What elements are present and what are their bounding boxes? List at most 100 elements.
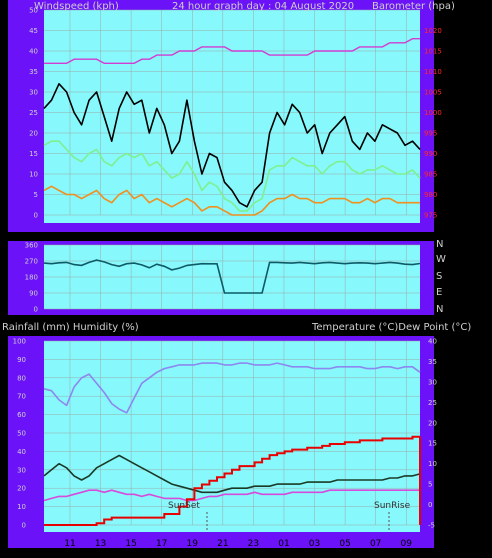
series-gust — [43, 83, 421, 208]
barometer-y-tick: 990 — [424, 150, 437, 158]
wind-x-tick: 17 — [156, 232, 167, 242]
humidity-y-tick: 70 — [17, 393, 26, 401]
humidity-y-tick: 100 — [13, 338, 26, 346]
humidity-y-tick: 0 — [22, 522, 26, 530]
temperature-plot-area — [44, 341, 420, 532]
barometer-y-tick: 1000 — [424, 109, 442, 117]
sunrise-label: SunRise — [374, 501, 411, 511]
temperature-y-tick: 5 — [428, 481, 432, 489]
wind-y-tick: 5 — [34, 191, 38, 199]
wind-y-tick: 40 — [29, 48, 38, 56]
compass-e: E — [436, 287, 442, 298]
wind-x-tick: 01 — [278, 232, 289, 242]
temperature-x-tick: 01 — [278, 539, 289, 549]
series-temperature — [43, 454, 421, 494]
direction-y-tick: 360 — [25, 242, 38, 250]
barometer-y-tick: 1010 — [424, 68, 442, 76]
wind-x-tick: 05 — [339, 232, 350, 242]
wind-plot-area — [44, 10, 420, 223]
temperature-x-tick: 11 — [64, 539, 75, 549]
graph-title: 24 hour graph day : 04 August 2020 — [172, 1, 354, 12]
sunset-label: SunSet — [168, 501, 200, 511]
humidity-y-tick: 60 — [17, 411, 26, 419]
barometer-y-tick: 995 — [424, 130, 437, 138]
wind-y-tick: 30 — [29, 89, 38, 97]
direction-y-tick: 180 — [25, 274, 38, 282]
wind-x-tick: 19 — [187, 232, 199, 242]
temperature-y-tick: -5 — [428, 522, 435, 530]
wind-y-tick: 0 — [34, 212, 38, 220]
wind-ticks: 0510152025303540455097598098599099510001… — [29, 7, 442, 243]
wind-y-tick: 15 — [29, 150, 38, 158]
temperature-y-tick: 10 — [428, 460, 437, 468]
barometer-y-tick: 975 — [424, 212, 437, 220]
wind-chart: 0510152025303540455097598098599099510001… — [8, 0, 455, 242]
wind-y-tick: 50 — [29, 7, 38, 15]
humidity-y-tick: 50 — [17, 430, 26, 438]
temperature-x-tick: 03 — [309, 539, 320, 549]
temperature-x-tick: 17 — [156, 539, 167, 549]
rain-humidity-axis-label: Rainfall (mm) Humidity (%) — [2, 322, 139, 333]
wind-x-tick: 11 — [64, 232, 75, 242]
temperature-x-tick: 05 — [339, 539, 350, 549]
humidity-y-tick: 40 — [17, 448, 26, 456]
temperature-y-tick: 40 — [428, 338, 437, 346]
temperature-y-tick: 0 — [428, 501, 432, 509]
wind-y-tick: 35 — [29, 68, 38, 76]
temperature-x-tick: 23 — [248, 539, 259, 549]
humidity-y-tick: 20 — [17, 485, 26, 493]
temperature-y-tick: 15 — [428, 440, 437, 448]
compass-w: W — [436, 254, 446, 265]
wind-y-tick: 10 — [29, 171, 38, 179]
temperature-x-tick: 19 — [187, 539, 199, 549]
temperature-x-tick: 15 — [125, 539, 136, 549]
wind-x-tick: 03 — [309, 232, 320, 242]
temperature-y-tick: 25 — [428, 399, 437, 407]
direction-gridlines — [44, 244, 420, 310]
series-avg — [43, 140, 421, 212]
series-humidity — [43, 362, 421, 414]
wind-x-tick: 13 — [95, 232, 106, 242]
compass-n-bottom: N — [436, 304, 443, 315]
barometer-y-tick: 1015 — [424, 48, 442, 56]
barometer-y-tick: 980 — [424, 191, 437, 199]
direction-y-tick: 270 — [25, 258, 38, 266]
temp-dew-axis-label: Temperature (°C)Dew Point (°C) — [311, 322, 471, 333]
temperature-ticks: 0102030405060708090100-50510152025303540… — [13, 338, 437, 550]
temperature-y-tick: 35 — [428, 358, 437, 366]
humidity-y-tick: 80 — [17, 374, 26, 382]
wind-axis-label: Windspeed (kph) — [34, 1, 119, 12]
wind-y-tick: 45 — [29, 27, 38, 35]
temperature-series — [43, 362, 421, 526]
wind-y-tick: 20 — [29, 130, 38, 138]
barometer-y-tick: 985 — [424, 171, 437, 179]
series-rain — [44, 435, 420, 526]
temperature-chart: Rainfall (mm) Humidity (%) Temperature (… — [2, 322, 471, 549]
series-barometer — [44, 38, 420, 64]
wind-series — [43, 38, 421, 216]
direction-series — [43, 259, 421, 294]
temperature-x-tick: 09 — [401, 539, 413, 549]
barometer-y-tick: 1005 — [424, 89, 442, 97]
humidity-y-tick: 90 — [17, 356, 26, 364]
temperature-x-tick: 21 — [217, 539, 228, 549]
series-dewpoint — [43, 489, 420, 502]
temperature-y-tick: 20 — [428, 419, 437, 427]
direction-chart: 0 90 180 270 360 N W S E N — [8, 239, 446, 315]
wind-x-tick: 07 — [370, 232, 381, 242]
wind-x-tick: 15 — [125, 232, 136, 242]
humidity-y-tick: 30 — [17, 466, 26, 474]
temperature-x-tick: 07 — [370, 539, 381, 549]
wind-gridlines — [44, 9, 420, 216]
wind-x-tick: 23 — [248, 232, 259, 242]
barometer-y-tick: 1020 — [424, 27, 442, 35]
series-direction — [43, 259, 421, 294]
compass-s: S — [436, 271, 442, 282]
direction-y-tick: 90 — [29, 290, 38, 298]
direction-y-tick: 0 — [34, 306, 38, 314]
barometer-axis-label: Barometer (hpa) — [372, 1, 455, 12]
series-min — [43, 185, 420, 216]
wind-x-tick: 09 — [401, 232, 413, 242]
